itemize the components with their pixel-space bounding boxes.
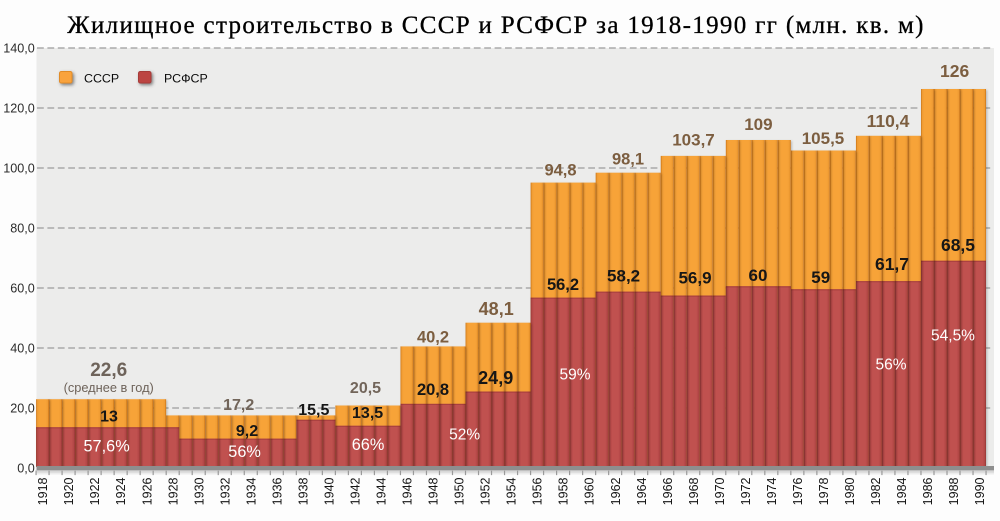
svg-text:103,7: 103,7 bbox=[672, 131, 715, 150]
svg-text:56%: 56% bbox=[228, 443, 261, 461]
svg-text:1976: 1976 bbox=[791, 477, 805, 505]
svg-text:1990: 1990 bbox=[973, 477, 987, 505]
svg-text:1938: 1938 bbox=[296, 477, 310, 505]
svg-text:56,2: 56,2 bbox=[547, 276, 579, 294]
svg-text:110,4: 110,4 bbox=[867, 111, 910, 131]
svg-text:60: 60 bbox=[749, 266, 768, 285]
svg-text:1936: 1936 bbox=[270, 477, 284, 505]
svg-text:1928: 1928 bbox=[166, 477, 180, 505]
svg-text:60,0: 60,0 bbox=[10, 281, 35, 295]
svg-text:80,0: 80,0 bbox=[10, 221, 35, 235]
svg-text:1978: 1978 bbox=[817, 477, 831, 505]
svg-text:Жилищное строительство в СССР: Жилищное строительство в СССР и РСФСР за… bbox=[67, 12, 925, 39]
svg-text:1960: 1960 bbox=[583, 477, 597, 505]
svg-text:1942: 1942 bbox=[348, 477, 362, 505]
svg-text:1930: 1930 bbox=[192, 477, 206, 505]
svg-text:48,1: 48,1 bbox=[479, 299, 514, 319]
svg-text:52%: 52% bbox=[449, 427, 480, 444]
svg-text:РСФСР: РСФСР bbox=[164, 72, 208, 86]
svg-text:22,6: 22,6 bbox=[90, 360, 127, 381]
svg-text:1934: 1934 bbox=[244, 477, 258, 505]
svg-text:17,2: 17,2 bbox=[223, 397, 254, 414]
svg-text:1950: 1950 bbox=[453, 477, 467, 505]
svg-text:94,8: 94,8 bbox=[544, 162, 576, 180]
svg-text:1948: 1948 bbox=[427, 477, 441, 505]
svg-text:1924: 1924 bbox=[114, 477, 128, 505]
svg-text:1932: 1932 bbox=[218, 477, 232, 505]
svg-text:1968: 1968 bbox=[687, 477, 701, 505]
svg-text:66%: 66% bbox=[352, 436, 385, 454]
svg-text:100,0: 100,0 bbox=[3, 161, 35, 175]
svg-text:(среднее в год): (среднее в год) bbox=[64, 380, 154, 395]
svg-text:СССР: СССР bbox=[84, 72, 119, 86]
svg-text:1980: 1980 bbox=[843, 477, 857, 505]
svg-text:1944: 1944 bbox=[375, 477, 389, 505]
svg-text:59: 59 bbox=[811, 268, 830, 287]
svg-text:13: 13 bbox=[100, 408, 118, 425]
svg-text:1964: 1964 bbox=[635, 477, 649, 505]
svg-text:40,2: 40,2 bbox=[417, 328, 449, 346]
svg-text:15,5: 15,5 bbox=[298, 402, 329, 419]
svg-text:0,0: 0,0 bbox=[17, 461, 35, 475]
svg-text:1974: 1974 bbox=[765, 477, 779, 505]
svg-text:24,9: 24,9 bbox=[478, 368, 513, 388]
svg-text:1946: 1946 bbox=[401, 477, 415, 505]
svg-text:105,5: 105,5 bbox=[802, 129, 845, 148]
svg-text:59%: 59% bbox=[559, 367, 590, 384]
svg-text:120,0: 120,0 bbox=[3, 101, 35, 115]
svg-text:1956: 1956 bbox=[531, 477, 545, 505]
svg-text:1982: 1982 bbox=[869, 477, 883, 505]
svg-text:1920: 1920 bbox=[62, 477, 76, 505]
svg-text:1918: 1918 bbox=[36, 477, 50, 505]
svg-text:54,5%: 54,5% bbox=[931, 328, 975, 345]
svg-text:1926: 1926 bbox=[140, 477, 154, 505]
svg-text:57,6%: 57,6% bbox=[84, 438, 130, 456]
svg-text:1966: 1966 bbox=[661, 477, 675, 505]
svg-text:1922: 1922 bbox=[88, 477, 102, 505]
svg-text:68,5: 68,5 bbox=[941, 235, 975, 255]
svg-text:61,7: 61,7 bbox=[875, 254, 909, 274]
svg-text:1986: 1986 bbox=[921, 477, 935, 505]
svg-text:109: 109 bbox=[744, 115, 772, 134]
svg-text:58,2: 58,2 bbox=[607, 267, 640, 286]
svg-text:20,5: 20,5 bbox=[350, 380, 381, 397]
svg-text:56,9: 56,9 bbox=[678, 269, 711, 288]
svg-text:1972: 1972 bbox=[739, 477, 753, 505]
svg-text:126: 126 bbox=[940, 61, 969, 81]
svg-text:1970: 1970 bbox=[713, 477, 727, 505]
svg-text:9,2: 9,2 bbox=[236, 423, 258, 440]
svg-text:20,8: 20,8 bbox=[417, 381, 449, 399]
svg-text:1988: 1988 bbox=[947, 477, 961, 505]
svg-text:20,0: 20,0 bbox=[10, 401, 35, 415]
svg-text:56%: 56% bbox=[875, 357, 906, 374]
svg-text:1954: 1954 bbox=[505, 477, 519, 505]
svg-text:1940: 1940 bbox=[322, 477, 336, 505]
svg-text:140,0: 140,0 bbox=[3, 41, 35, 55]
svg-text:1952: 1952 bbox=[479, 477, 493, 505]
svg-text:98,1: 98,1 bbox=[612, 151, 644, 169]
svg-text:40,0: 40,0 bbox=[10, 341, 35, 355]
svg-text:1958: 1958 bbox=[557, 477, 571, 505]
svg-text:13,5: 13,5 bbox=[352, 405, 383, 422]
svg-text:1962: 1962 bbox=[609, 477, 623, 505]
svg-text:1984: 1984 bbox=[895, 477, 909, 505]
